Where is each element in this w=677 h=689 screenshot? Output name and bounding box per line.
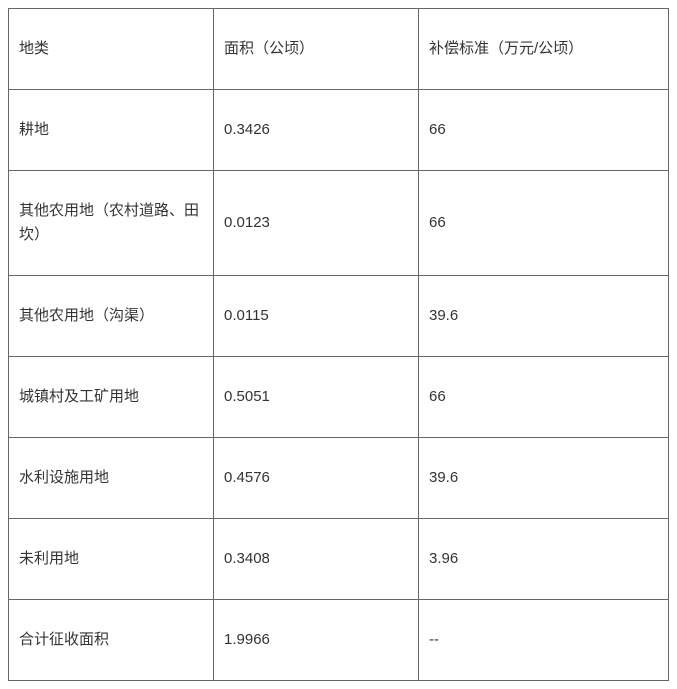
cell-standard: 66	[419, 357, 669, 438]
header-cell-landtype: 地类	[9, 9, 214, 90]
cell-standard: 66	[419, 90, 669, 171]
cell-area: 0.3426	[214, 90, 419, 171]
header-cell-area: 面积（公顷）	[214, 9, 419, 90]
cell-landtype: 水利设施用地	[9, 438, 214, 519]
cell-standard: 66	[419, 171, 669, 276]
table-header-row: 地类 面积（公顷） 补偿标准（万元/公顷）	[9, 9, 669, 90]
table-row: 其他农用地（沟渠） 0.0115 39.6	[9, 276, 669, 357]
table-row: 水利设施用地 0.4576 39.6	[9, 438, 669, 519]
header-cell-standard: 补偿标准（万元/公顷）	[419, 9, 669, 90]
cell-area: 1.9966	[214, 600, 419, 681]
table-row: 耕地 0.3426 66	[9, 90, 669, 171]
table-body: 地类 面积（公顷） 补偿标准（万元/公顷） 耕地 0.3426 66 其他农用地…	[9, 9, 669, 681]
table-row: 合计征收面积 1.9966 --	[9, 600, 669, 681]
cell-area: 0.4576	[214, 438, 419, 519]
cell-standard: 39.6	[419, 438, 669, 519]
cell-standard: 39.6	[419, 276, 669, 357]
cell-standard: 3.96	[419, 519, 669, 600]
cell-landtype: 未利用地	[9, 519, 214, 600]
cell-landtype: 耕地	[9, 90, 214, 171]
cell-landtype: 合计征收面积	[9, 600, 214, 681]
table-row: 未利用地 0.3408 3.96	[9, 519, 669, 600]
cell-area: 0.3408	[214, 519, 419, 600]
cell-area: 0.0115	[214, 276, 419, 357]
cell-landtype: 其他农用地（农村道路、田坎）	[9, 171, 214, 276]
cell-landtype: 城镇村及工矿用地	[9, 357, 214, 438]
table-row: 城镇村及工矿用地 0.5051 66	[9, 357, 669, 438]
cell-landtype: 其他农用地（沟渠）	[9, 276, 214, 357]
cell-area: 0.5051	[214, 357, 419, 438]
table-row: 其他农用地（农村道路、田坎） 0.0123 66	[9, 171, 669, 276]
cell-standard: --	[419, 600, 669, 681]
compensation-table: 地类 面积（公顷） 补偿标准（万元/公顷） 耕地 0.3426 66 其他农用地…	[8, 8, 669, 681]
cell-area: 0.0123	[214, 171, 419, 276]
